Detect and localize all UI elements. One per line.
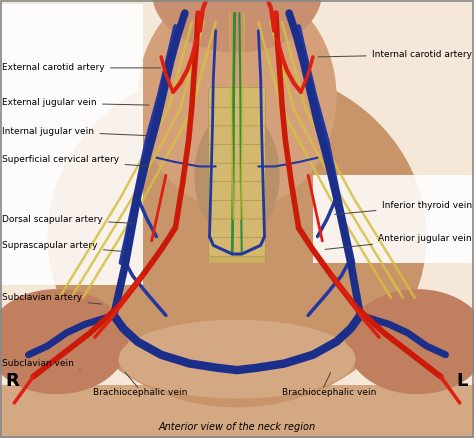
Text: R: R — [5, 372, 19, 390]
Text: External jugular vein: External jugular vein — [2, 99, 149, 107]
Ellipse shape — [346, 289, 474, 394]
FancyBboxPatch shape — [209, 199, 265, 219]
Text: Anterior view of the neck region: Anterior view of the neck region — [158, 422, 316, 432]
Ellipse shape — [137, 0, 337, 210]
Text: L: L — [456, 372, 468, 390]
FancyBboxPatch shape — [209, 237, 265, 256]
Text: Dorsal scapular artery: Dorsal scapular artery — [2, 215, 132, 223]
Bar — [1, 4, 143, 285]
FancyBboxPatch shape — [209, 181, 265, 201]
Text: Brachiocephalic vein: Brachiocephalic vein — [282, 388, 377, 396]
Ellipse shape — [152, 0, 322, 53]
Text: Superficial cervical artery: Superficial cervical artery — [2, 155, 149, 166]
Text: Internal carotid artery: Internal carotid artery — [318, 50, 472, 59]
Text: Subclavian vein: Subclavian vein — [2, 359, 80, 370]
Text: Suprascapular artery: Suprascapular artery — [2, 241, 125, 251]
Text: External carotid artery: External carotid artery — [2, 64, 161, 72]
FancyBboxPatch shape — [209, 88, 265, 107]
Ellipse shape — [0, 289, 128, 394]
Text: Internal jugular vein: Internal jugular vein — [2, 127, 149, 136]
FancyBboxPatch shape — [209, 162, 265, 182]
FancyBboxPatch shape — [209, 218, 265, 237]
FancyBboxPatch shape — [209, 143, 265, 163]
Text: Inferior thyroid vein: Inferior thyroid vein — [335, 201, 472, 214]
Bar — [0, 385, 474, 438]
Bar — [209, 88, 265, 263]
Ellipse shape — [47, 66, 427, 407]
Text: Subclavian artery: Subclavian artery — [2, 293, 101, 304]
Ellipse shape — [118, 320, 356, 399]
FancyBboxPatch shape — [209, 125, 265, 145]
FancyBboxPatch shape — [209, 106, 265, 126]
Ellipse shape — [194, 110, 280, 241]
Bar — [313, 175, 474, 263]
Text: Brachiocephalic vein: Brachiocephalic vein — [92, 388, 187, 396]
Text: Anterior jugular vein: Anterior jugular vein — [325, 234, 472, 249]
